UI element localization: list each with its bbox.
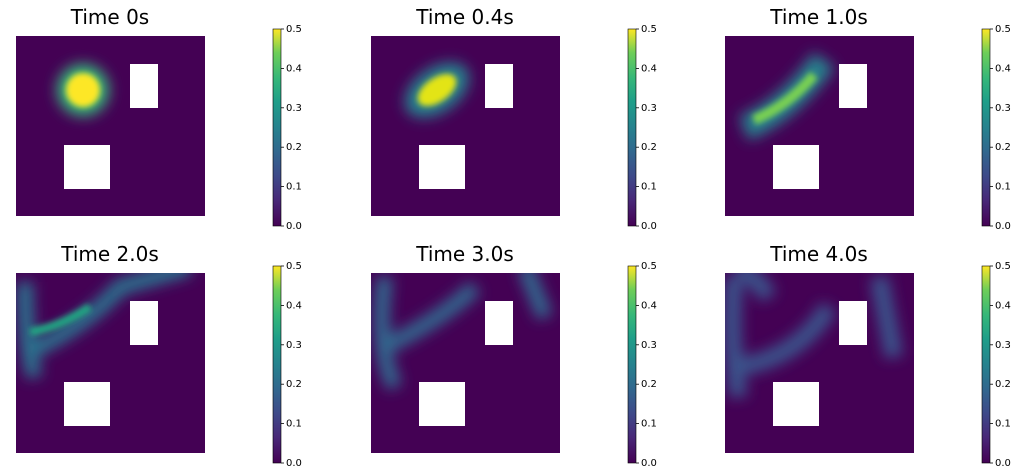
colorbar-tick-label: 0.0 bbox=[286, 221, 302, 232]
panel-title: Time 2.0s bbox=[60, 242, 159, 266]
obstacle bbox=[64, 145, 110, 189]
obstacle bbox=[839, 301, 867, 345]
colorbar-tick-label: 0.1 bbox=[641, 182, 657, 193]
colorbar-tick-label: 0.5 bbox=[995, 24, 1011, 35]
panel-title: Time 0s bbox=[70, 5, 149, 29]
colorbar-tick-label: 0.0 bbox=[641, 458, 657, 469]
plume bbox=[66, 73, 100, 107]
colorbar-tick-label: 0.3 bbox=[641, 340, 657, 351]
colorbar-tick-label: 0.1 bbox=[286, 182, 302, 193]
colorbar-tick-label: 0.2 bbox=[641, 379, 657, 390]
panel: Time 0.4s 0.0 0.1 0.2 0.3 0.4 0.5 bbox=[371, 5, 657, 232]
colorbar-tick-label: 0.5 bbox=[641, 261, 657, 272]
obstacle bbox=[485, 301, 513, 345]
colorbar bbox=[981, 265, 991, 464]
heatmap bbox=[725, 273, 914, 453]
obstacle bbox=[130, 301, 158, 345]
colorbar-tick-label: 0.1 bbox=[995, 419, 1011, 430]
panel: Time 2.0s 0.0 0.1 0.2 0.3 0.4 0.5 bbox=[16, 242, 302, 469]
colorbar-tick-label: 0.1 bbox=[286, 419, 302, 430]
panel-title: Time 1.0s bbox=[769, 5, 868, 29]
colorbar-tick-label: 0.0 bbox=[995, 221, 1011, 232]
colorbar bbox=[627, 28, 637, 227]
panel: Time 0s 0.0 0.1 0.2 0.3 0.4 0.5 bbox=[16, 5, 302, 232]
colorbar-tick-label: 0.3 bbox=[286, 340, 302, 351]
colorbar-tick-label: 0.1 bbox=[995, 182, 1011, 193]
colorbar-tick-label: 0.3 bbox=[995, 103, 1011, 114]
colorbar-tick-label: 0.5 bbox=[995, 261, 1011, 272]
colorbar-tick-label: 0.4 bbox=[641, 300, 657, 311]
obstacle bbox=[485, 64, 513, 108]
obstacle bbox=[773, 382, 819, 426]
heatmap bbox=[16, 36, 205, 216]
colorbar-tick-label: 0.1 bbox=[641, 419, 657, 430]
plume bbox=[373, 273, 553, 391]
colorbar-tick-label: 0.3 bbox=[641, 103, 657, 114]
obstacle bbox=[130, 64, 158, 108]
obstacle bbox=[419, 382, 465, 426]
heatmap bbox=[16, 273, 205, 453]
colorbar-tick-label: 0.2 bbox=[641, 142, 657, 153]
colorbar-tick-label: 0.4 bbox=[995, 63, 1011, 74]
panel: Time 1.0s 0.0 0.1 0.2 0.3 0.4 0.5 bbox=[725, 5, 1011, 232]
colorbar-tick-label: 0.0 bbox=[286, 458, 302, 469]
obstacle bbox=[839, 64, 867, 108]
colorbar-tick-label: 0.4 bbox=[286, 300, 302, 311]
panel: Time 4.0s 0.0 0.1 0.2 0.3 0.4 0.5 bbox=[725, 242, 1011, 469]
colorbar bbox=[981, 28, 991, 227]
colorbar bbox=[272, 265, 282, 464]
colorbar-tick-label: 0.5 bbox=[286, 24, 302, 35]
colorbar-tick-label: 0.2 bbox=[286, 379, 302, 390]
plume bbox=[417, 74, 457, 106]
plume bbox=[751, 71, 818, 125]
colorbar-tick-label: 0.4 bbox=[286, 63, 302, 74]
colorbar-tick-label: 0.0 bbox=[641, 221, 657, 232]
heatmap bbox=[371, 36, 560, 216]
obstacle bbox=[773, 145, 819, 189]
heatmap-background bbox=[371, 36, 560, 216]
heatmap bbox=[371, 273, 560, 453]
heatmap-background bbox=[16, 36, 205, 216]
colorbar bbox=[627, 265, 637, 464]
panel-title: Time 4.0s bbox=[769, 242, 868, 266]
colorbar-tick-label: 0.2 bbox=[995, 379, 1011, 390]
colorbar-tick-label: 0.4 bbox=[641, 63, 657, 74]
colorbar-tick-label: 0.5 bbox=[641, 24, 657, 35]
plume bbox=[725, 273, 903, 399]
panel: Time 3.0s 0.0 0.1 0.2 0.3 0.4 0.5 bbox=[371, 242, 657, 469]
colorbar-tick-label: 0.0 bbox=[995, 458, 1011, 469]
colorbar-tick-label: 0.2 bbox=[995, 142, 1011, 153]
colorbar bbox=[272, 28, 282, 227]
plume bbox=[29, 303, 93, 336]
colorbar-tick-label: 0.3 bbox=[286, 103, 302, 114]
obstacle bbox=[64, 382, 110, 426]
plume bbox=[17, 273, 193, 380]
panel-title: Time 0.4s bbox=[415, 5, 514, 29]
colorbar-tick-label: 0.2 bbox=[286, 142, 302, 153]
heatmap bbox=[725, 36, 914, 216]
colorbar-tick-label: 0.4 bbox=[995, 300, 1011, 311]
colorbar-tick-label: 0.5 bbox=[286, 261, 302, 272]
colorbar-tick-label: 0.3 bbox=[995, 340, 1011, 351]
panel-title: Time 3.0s bbox=[415, 242, 514, 266]
obstacle bbox=[419, 145, 465, 189]
